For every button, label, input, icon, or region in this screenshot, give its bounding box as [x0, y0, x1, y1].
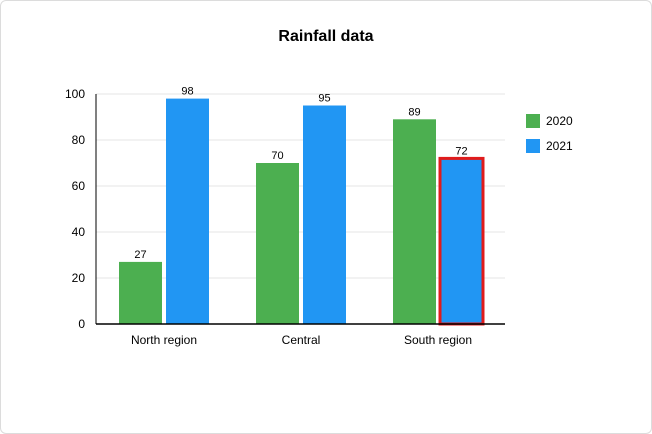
data-label: 72: [455, 145, 467, 157]
legend-swatch: [526, 114, 540, 128]
y-tick-label: 0: [78, 317, 85, 331]
data-label: 98: [181, 86, 193, 98]
y-tick-label: 100: [65, 87, 85, 101]
x-tick-label: Central: [282, 333, 321, 347]
y-tick-label: 60: [72, 179, 86, 193]
bars: [119, 98, 485, 326]
bar: [119, 261, 162, 324]
y-tick-label: 40: [72, 225, 86, 239]
legend: 2020 2021: [526, 114, 573, 153]
x-tick-label: South region: [404, 333, 472, 347]
bar: [166, 98, 209, 324]
legend-label: 2020: [546, 114, 573, 128]
legend-label: 2021: [546, 139, 573, 153]
x-tick-label: North region: [131, 333, 197, 347]
legend-swatch: [526, 139, 540, 153]
axes: 0 20 40 60 80 100 North region Central South reg…: [65, 87, 505, 347]
bar: [393, 119, 436, 324]
data-label: 70: [271, 150, 283, 162]
bar: [303, 105, 346, 324]
bar: [440, 158, 483, 324]
chart-title: Rainfall data: [278, 28, 373, 45]
y-tick-label: 80: [72, 133, 86, 147]
y-tick-label: 20: [72, 271, 86, 285]
data-label: 95: [318, 93, 330, 105]
data-label: 27: [134, 249, 146, 261]
data-labels: 27 70 89 98 95 72: [134, 86, 467, 261]
gridlines: [96, 93, 505, 279]
data-label: 89: [408, 106, 420, 118]
bar: [256, 163, 299, 324]
